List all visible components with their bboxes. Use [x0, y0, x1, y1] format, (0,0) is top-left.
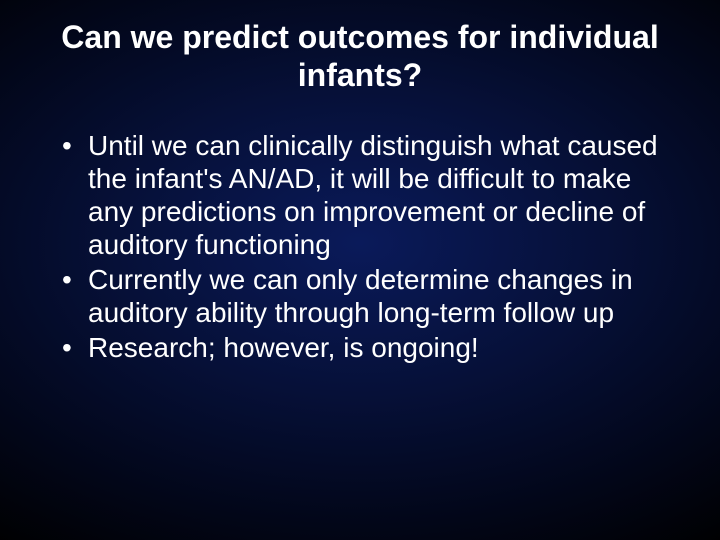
list-item: Currently we can only determine changes … — [58, 263, 670, 329]
list-item: Research; however, is ongoing! — [58, 331, 670, 364]
slide: Can we predict outcomes for individual i… — [0, 0, 720, 540]
list-item: Until we can clinically distinguish what… — [58, 129, 670, 261]
slide-title: Can we predict outcomes for individual i… — [50, 18, 670, 95]
bullet-list: Until we can clinically distinguish what… — [58, 129, 670, 364]
